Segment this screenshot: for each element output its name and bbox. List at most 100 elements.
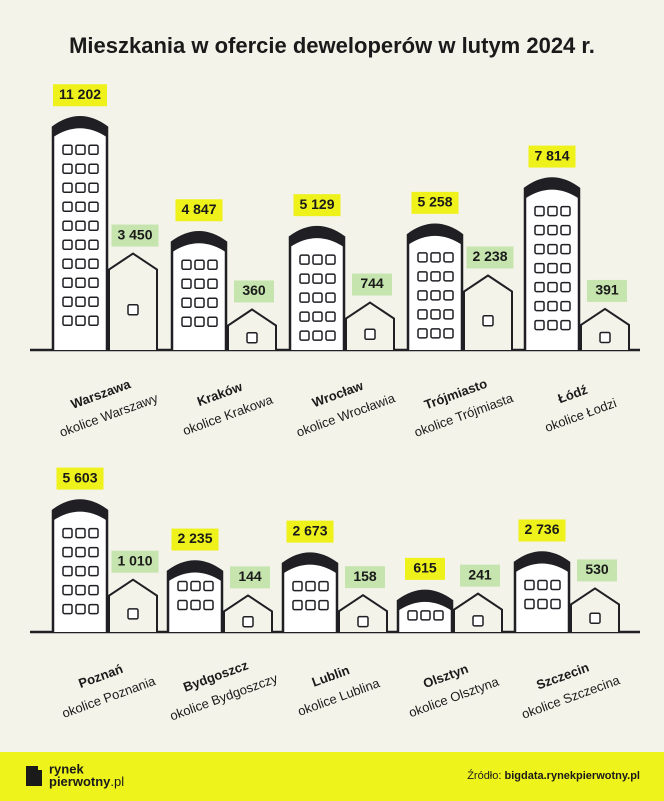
window — [325, 273, 336, 284]
window — [547, 319, 558, 331]
window — [194, 297, 205, 309]
window — [292, 599, 303, 611]
window — [181, 259, 192, 271]
window — [534, 262, 545, 274]
suburb-value-label: 241 — [468, 566, 492, 582]
window — [537, 598, 548, 610]
window — [305, 599, 316, 611]
city-value-label: 2 673 — [292, 522, 327, 538]
suburb-value-label-box — [234, 280, 274, 303]
window — [299, 330, 310, 341]
window — [534, 281, 545, 293]
window — [207, 316, 218, 328]
window — [62, 584, 73, 596]
window — [75, 296, 86, 307]
city-value-label: 4 847 — [181, 201, 216, 217]
window — [325, 254, 336, 265]
roof — [53, 500, 107, 521]
window — [560, 205, 571, 217]
window — [482, 314, 494, 327]
window — [190, 599, 201, 611]
suburb-value-label: 1 010 — [117, 552, 152, 568]
suburb-value-label: 391 — [595, 282, 619, 298]
window — [430, 290, 441, 301]
window — [75, 182, 86, 193]
brand-line2: pierwotny.pl — [49, 774, 124, 789]
suburb-value-label: 744 — [360, 275, 384, 291]
window — [417, 328, 428, 339]
window — [88, 182, 99, 193]
source-label: Źródło: — [467, 769, 501, 782]
window — [88, 220, 99, 231]
suburb-building — [580, 307, 630, 350]
suburb-building — [223, 594, 273, 632]
window — [75, 565, 86, 577]
suburb-value-label-box — [460, 564, 500, 587]
window — [62, 527, 73, 539]
window — [177, 580, 188, 592]
window — [62, 201, 73, 212]
window — [181, 316, 192, 328]
city-building — [513, 551, 571, 632]
city-value-label-box — [518, 519, 566, 542]
window — [433, 610, 444, 621]
window — [299, 273, 310, 284]
footer-bar — [0, 752, 664, 801]
suburb-building — [453, 592, 503, 632]
window — [560, 262, 571, 274]
window — [75, 315, 86, 326]
window — [560, 300, 571, 312]
suburb-value-label-box — [111, 224, 159, 247]
window — [547, 205, 558, 217]
source-url: bigdata.rynekpierwotny.pl — [505, 770, 641, 782]
city-building — [170, 231, 228, 350]
window — [292, 580, 303, 592]
suburb-value-label: 530 — [585, 561, 609, 577]
window — [75, 546, 86, 558]
window — [88, 144, 99, 155]
window — [357, 615, 369, 628]
city-value-label-box — [405, 557, 445, 580]
brand-line1: rynek — [49, 761, 84, 776]
window — [75, 239, 86, 250]
window — [242, 615, 254, 628]
city-value-label-box — [171, 528, 219, 551]
window — [443, 290, 454, 301]
window — [417, 271, 428, 282]
window — [62, 182, 73, 193]
city-value-label-box — [411, 191, 459, 214]
window — [75, 603, 86, 615]
window — [537, 579, 548, 591]
window — [550, 598, 561, 610]
window — [75, 201, 86, 212]
suburb-building — [227, 308, 277, 350]
window — [62, 546, 73, 558]
roof — [168, 561, 222, 582]
window — [407, 610, 418, 621]
window — [75, 584, 86, 596]
window — [207, 278, 218, 290]
window — [547, 281, 558, 293]
window — [417, 290, 428, 301]
roof — [398, 590, 452, 611]
window — [534, 205, 545, 217]
window — [443, 252, 454, 263]
window — [299, 311, 310, 322]
window — [472, 615, 484, 627]
window — [88, 201, 99, 212]
window — [325, 311, 336, 322]
suburb-value-label: 158 — [353, 568, 377, 584]
city-value-label: 615 — [413, 560, 437, 576]
window — [312, 330, 323, 341]
city-value-label-box — [175, 199, 223, 222]
window — [299, 292, 310, 303]
city-value-label: 11 202 — [59, 86, 101, 102]
suburb-value-label: 144 — [238, 568, 262, 584]
logo-icon — [26, 766, 42, 786]
window — [177, 599, 188, 611]
window — [62, 239, 73, 250]
window — [560, 243, 571, 255]
window — [88, 315, 99, 326]
window — [430, 271, 441, 282]
